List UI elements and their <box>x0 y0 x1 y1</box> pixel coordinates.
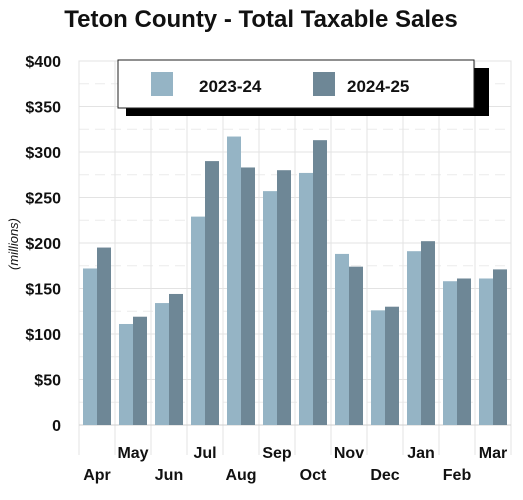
y-tick-label: 0 <box>52 418 61 435</box>
y-tick-label: $250 <box>25 191 61 208</box>
bar-2024-25-Feb <box>457 278 471 425</box>
bars <box>83 136 507 426</box>
x-tick-label: Sep <box>262 445 292 462</box>
bar-2023-24-Apr <box>83 268 97 425</box>
bar-2024-25-Nov <box>349 266 363 425</box>
legend-label-2023-24: 2023-24 <box>199 77 262 96</box>
x-tick-label: Aug <box>225 467 256 484</box>
bar-2024-25-Sep <box>277 170 291 425</box>
bar-2023-24-Dec <box>371 310 385 425</box>
bar-2024-25-Jul <box>205 161 219 425</box>
bar-2024-25-Mar <box>493 269 507 425</box>
x-tick-label: Jun <box>155 467 183 484</box>
x-tick-label: Nov <box>334 445 364 462</box>
y-tick-label: $200 <box>25 236 61 253</box>
bar-2023-24-Sep <box>263 191 277 425</box>
x-tick-label: Feb <box>443 467 472 484</box>
x-tick-label: Mar <box>479 445 507 462</box>
bar-2023-24-Aug <box>227 136 241 425</box>
y-tick-label: $50 <box>34 373 61 390</box>
x-tick-label: May <box>117 445 148 462</box>
bar-2024-25-Jun <box>169 293 183 425</box>
legend-swatch-2024-25 <box>313 72 335 96</box>
x-tick-label: Jan <box>407 445 435 462</box>
legend: 2023-24 2024-25 <box>117 59 489 116</box>
legend-swatch-2023-24 <box>151 72 173 96</box>
y-tick-label: $100 <box>25 327 61 344</box>
x-tick-label: Jul <box>193 445 216 462</box>
bar-2024-25-Apr <box>97 247 111 425</box>
chart-title: Teton County - Total Taxable Sales <box>64 6 457 33</box>
bar-2023-24-Jun <box>155 303 169 425</box>
x-tick-label: Dec <box>370 467 399 484</box>
y-tick-label: $400 <box>25 54 61 71</box>
y-tick-label: $300 <box>25 145 61 162</box>
x-tick-label: Oct <box>300 467 327 484</box>
bar-2024-25-May <box>133 316 147 425</box>
legend-box <box>117 59 475 109</box>
y-axis-label: (millions) <box>6 218 21 270</box>
legend-label-2024-25: 2024-25 <box>347 77 409 96</box>
y-tick-label: $150 <box>25 282 61 299</box>
bar-2023-24-Nov <box>335 253 349 425</box>
bar-2023-24-Oct <box>299 172 313 425</box>
bar-2023-24-Feb <box>443 281 457 425</box>
bar-2023-24-Jul <box>191 216 205 425</box>
y-tick-label: $350 <box>25 100 61 117</box>
x-tick-label: Apr <box>83 467 111 484</box>
bar-2023-24-May <box>119 323 133 425</box>
bar-2023-24-Mar <box>479 278 493 425</box>
bar-2024-25-Jan <box>421 241 435 425</box>
x-tick-labels: Apr May Jun Jul Aug Sep Oct Nov Dec Jan Feb Mar <box>83 445 507 484</box>
y-tick-labels: 0 $50 $100 $150 $200 $250 $300 $350 $400 <box>25 54 61 435</box>
bar-2024-25-Oct <box>313 140 327 426</box>
bar-2023-24-Jan <box>407 251 421 425</box>
bar-2024-25-Dec <box>385 306 399 425</box>
bar-2024-25-Aug <box>241 167 255 425</box>
